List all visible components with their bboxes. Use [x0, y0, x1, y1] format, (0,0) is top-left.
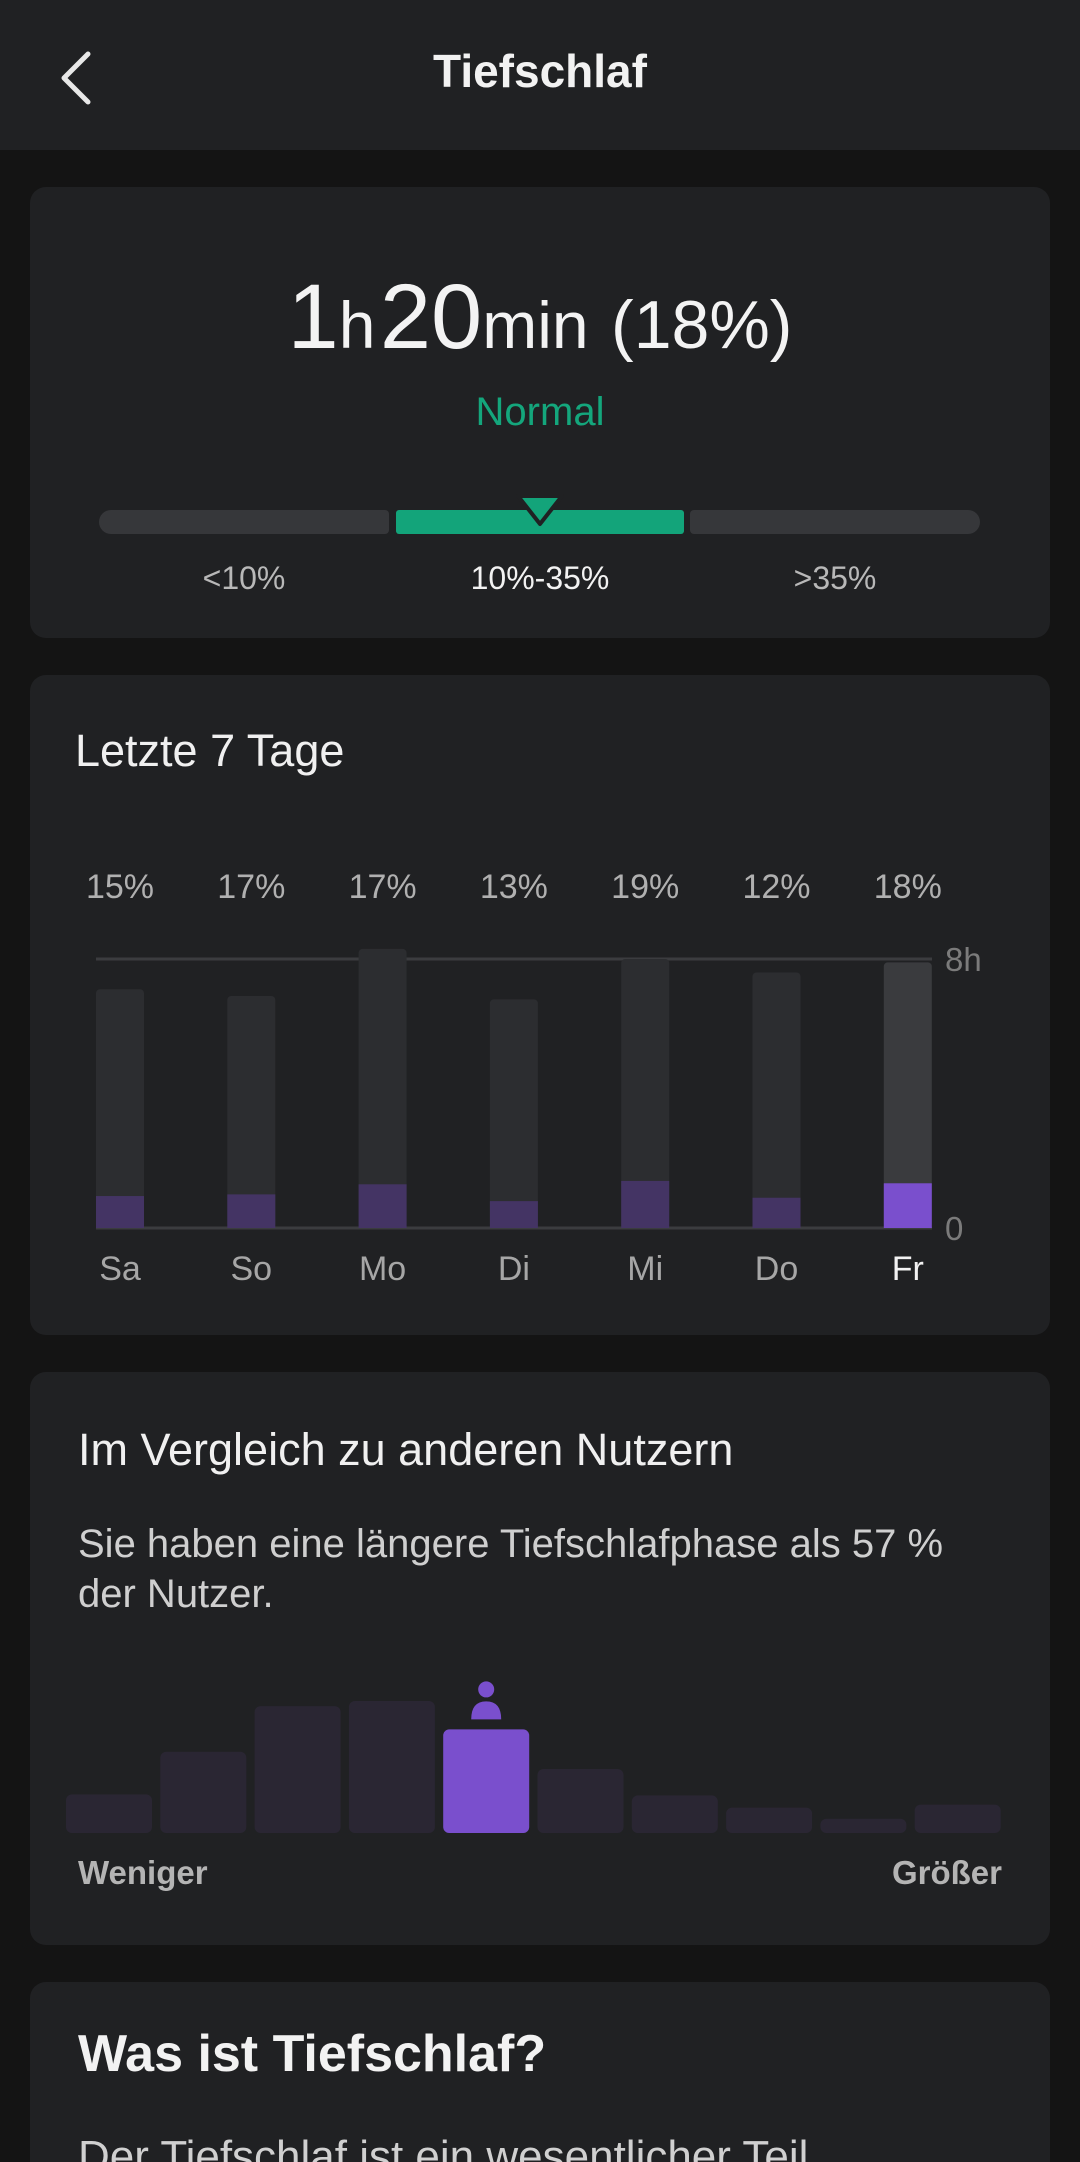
person-icon-body — [471, 1701, 502, 1720]
info-body: Der Tiefschlaf ist ein wesentlicher Teil — [78, 2132, 809, 2162]
distribution-bar — [160, 1751, 247, 1833]
week-chart-title: Letzte 7 Tage — [75, 725, 345, 776]
bar-deep-sleep — [883, 1183, 932, 1228]
hours-value: 1 — [287, 266, 339, 368]
comparison-card: Im Vergleich zu anderen Nutzern Sie habe… — [30, 1372, 1050, 1945]
percent-label: 17% — [349, 868, 417, 906]
bar-deep-sleep — [752, 1197, 801, 1228]
percent-label: 13% — [480, 868, 548, 906]
comparison-text: Sie haben eine längere Tiefschlafphase a… — [78, 1522, 944, 1616]
week-bar-chart: 8h 0 15% Sa 17% So 17% Mo 13% Di 19% Mi 12% Do 18% Fr — [86, 868, 982, 1288]
range-label-high: >35% — [793, 560, 877, 596]
bar-total — [883, 962, 932, 1228]
distribution-bar — [66, 1794, 152, 1833]
distribution-bar — [348, 1701, 435, 1833]
status-label: Normal — [475, 390, 605, 434]
distribution-bar — [820, 1818, 907, 1833]
distribution-bar — [254, 1706, 341, 1833]
bar-total — [621, 959, 670, 1228]
day-label: So — [231, 1250, 273, 1288]
distribution-bar — [631, 1795, 718, 1833]
deep-sleep-duration: 1h 20min (18%) — [30, 265, 1050, 370]
range-segment-high — [690, 510, 980, 534]
percent-label: 18% — [874, 868, 942, 906]
comparison-title: Im Vergleich zu anderen Nutzern — [78, 1424, 734, 1475]
day-label: Mo — [359, 1250, 406, 1288]
top-app-bar: Tiefschlaf — [0, 0, 1080, 150]
back-button[interactable] — [36, 38, 116, 118]
y-tick-label: 8h — [945, 941, 982, 978]
info-title: Was ist Tiefschlaf? — [78, 2025, 547, 2083]
summary-card: 1h 20min (18%) Normal <10% 10%-35% >35% — [30, 187, 1050, 638]
range-label-low: <10% — [202, 560, 286, 596]
bar-deep-sleep — [227, 1194, 276, 1228]
bar-total — [752, 972, 801, 1228]
distribution-bar — [914, 1804, 1001, 1833]
bar-deep-sleep — [96, 1196, 144, 1228]
distribution-chart — [66, 1681, 1001, 1833]
percent-label: 12% — [742, 868, 810, 906]
last-7-days-card: Letzte 7 Tage 8h 0 15% Sa 17% So 17% Mo 13% Di 19%… — [30, 675, 1050, 1335]
chevron-left-icon — [61, 51, 91, 105]
y-tick-label: 0 — [945, 1210, 963, 1247]
range-indicator-icon — [516, 494, 564, 526]
day-label: Fr — [892, 1250, 924, 1288]
bar-deep-sleep — [621, 1180, 670, 1228]
percent-label: 15% — [86, 868, 154, 906]
hours-unit: h — [338, 288, 376, 362]
distribution-bar — [726, 1807, 813, 1833]
deep-sleep-percent: (18%) — [611, 287, 793, 363]
bar-total — [227, 995, 276, 1228]
page-title: Tiefschlaf — [433, 45, 647, 97]
day-label: Sa — [99, 1250, 141, 1288]
info-card[interactable]: Was ist Tiefschlaf? Der Tiefschlaf ist e… — [30, 1982, 1050, 2162]
axis-label-more: Größer — [891, 1854, 1002, 1891]
minutes-unit: min — [482, 288, 589, 362]
percent-label: 19% — [611, 868, 679, 906]
range-segment-low — [99, 510, 389, 534]
person-icon-head — [478, 1681, 495, 1698]
day-label: Do — [755, 1250, 798, 1288]
day-label: Di — [498, 1250, 530, 1288]
bar-total — [96, 989, 144, 1228]
range-label-normal: 10%-35% — [470, 560, 610, 596]
bar-deep-sleep — [358, 1184, 407, 1228]
bar-total — [358, 948, 407, 1228]
distribution-bar — [537, 1769, 624, 1833]
distribution-bar-user — [443, 1729, 530, 1833]
bar-deep-sleep — [489, 1201, 538, 1228]
day-label: Mi — [627, 1250, 663, 1288]
bar-total — [489, 999, 538, 1228]
percent-label: 17% — [217, 868, 285, 906]
person-icon — [471, 1681, 502, 1720]
minutes-value: 20 — [379, 266, 483, 368]
axis-label-less: Weniger — [78, 1854, 208, 1891]
